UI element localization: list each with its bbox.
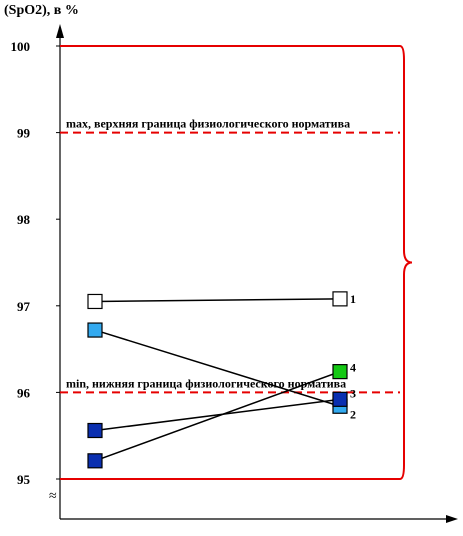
y-tick-label-98: 98 [17, 212, 31, 227]
series-label-4: 4 [350, 361, 356, 375]
y-tick-label-97: 97 [17, 299, 31, 314]
range-bracket [399, 45, 413, 480]
y-axis-arrow [56, 24, 64, 38]
y-tick-label-95: 95 [17, 472, 31, 487]
y-axis-label: (SpO2), в % [4, 3, 79, 18]
series-labels-group: 1 2 3 4 [350, 292, 356, 421]
series-3-left-marker [87, 422, 103, 439]
y-tick-label-100: 100 [11, 39, 31, 54]
reference-label-min: min, нижняя граница физиологического нор… [66, 376, 346, 390]
series-label-3: 3 [350, 386, 356, 400]
series-4-left-marker [87, 453, 103, 469]
range-bracket-group [399, 45, 413, 480]
y-tick-label-99: 99 [17, 126, 31, 141]
series-line-2 [94, 329, 341, 407]
series-line-4 [94, 370, 341, 462]
series-1-left-marker [87, 293, 103, 310]
series-3-right-marker [332, 391, 348, 407]
reference-label-max: max, верхняя граница физиологического но… [66, 117, 350, 131]
series-line-1 [94, 298, 341, 303]
series-4-right-marker [332, 364, 348, 380]
series-label-2: 2 [350, 407, 356, 421]
series-lines-group [94, 298, 341, 462]
x-axis-arrow [446, 515, 458, 523]
series-label-1: 1 [350, 292, 356, 306]
series-markers-group [87, 291, 348, 469]
series-1-right-marker [332, 291, 348, 307]
axis-break-marker: ≈ [49, 489, 57, 504]
y-ticks-group: 100 99 98 97 96 95 [11, 39, 60, 487]
series-2-left-marker [87, 322, 103, 338]
series-line-3 [94, 398, 341, 432]
y-tick-label-96: 96 [17, 385, 31, 400]
